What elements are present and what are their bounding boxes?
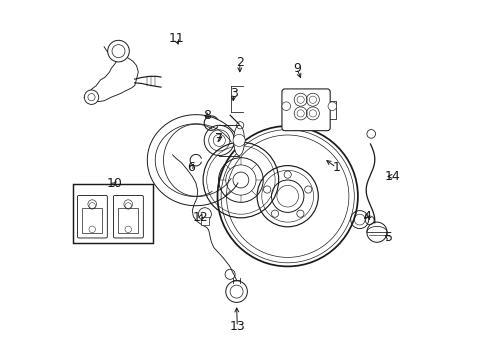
Text: 9: 9	[292, 62, 300, 75]
Bar	[73, 184, 152, 243]
Circle shape	[365, 216, 373, 225]
FancyBboxPatch shape	[77, 195, 107, 238]
Text: 5: 5	[384, 231, 392, 244]
Text: 3: 3	[229, 87, 237, 100]
Bar	[328, 101, 335, 119]
Text: 7: 7	[215, 132, 223, 145]
Bar	[82, 208, 102, 233]
Text: 12: 12	[192, 211, 208, 224]
Text: 6: 6	[187, 161, 195, 174]
Bar	[118, 208, 138, 233]
Circle shape	[88, 200, 96, 208]
Circle shape	[327, 102, 336, 111]
Polygon shape	[84, 56, 138, 102]
Text: 1: 1	[332, 161, 340, 174]
Text: 11: 11	[168, 32, 183, 45]
FancyBboxPatch shape	[282, 89, 329, 131]
Circle shape	[107, 40, 129, 62]
Text: 8: 8	[203, 109, 210, 122]
Text: 2: 2	[235, 57, 243, 69]
Circle shape	[84, 90, 99, 104]
Text: 14: 14	[384, 170, 399, 183]
Ellipse shape	[233, 125, 244, 156]
Text: 10: 10	[106, 177, 122, 190]
Text: 4: 4	[362, 210, 370, 222]
Circle shape	[112, 45, 125, 58]
Circle shape	[282, 102, 290, 111]
Text: 13: 13	[229, 320, 244, 333]
Circle shape	[233, 134, 244, 147]
Circle shape	[123, 200, 132, 208]
FancyBboxPatch shape	[113, 195, 143, 238]
Bar	[289, 101, 295, 119]
Circle shape	[366, 130, 375, 138]
Circle shape	[88, 94, 95, 101]
Bar	[201, 217, 208, 225]
